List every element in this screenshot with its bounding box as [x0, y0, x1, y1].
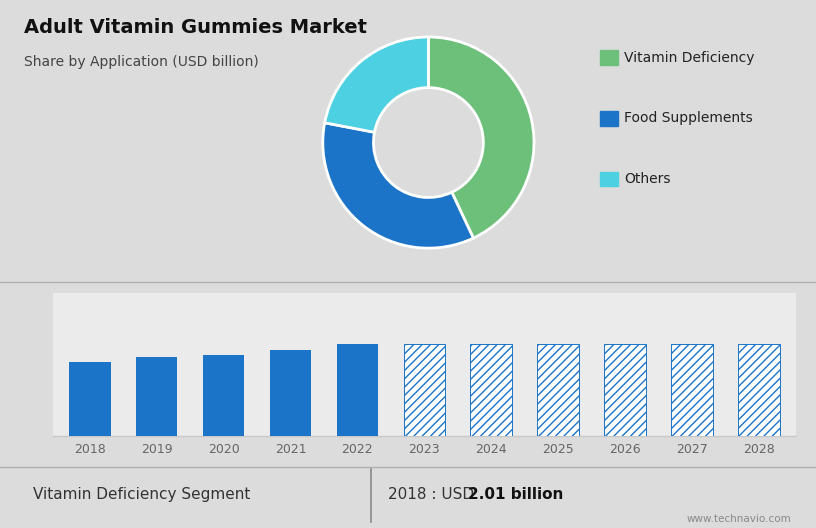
Bar: [738, 344, 779, 436]
Text: Others: Others: [624, 172, 671, 186]
Text: 2.01 billion: 2.01 billion: [468, 487, 563, 502]
Text: Vitamin Deficiency Segment: Vitamin Deficiency Segment: [33, 487, 250, 502]
Bar: [337, 344, 378, 436]
Bar: [136, 357, 177, 436]
Bar: [270, 350, 311, 436]
Bar: [538, 344, 579, 436]
Bar: [69, 362, 111, 436]
Wedge shape: [428, 37, 534, 238]
Text: Food Supplements: Food Supplements: [624, 111, 753, 125]
Text: www.technavio.com: www.technavio.com: [687, 514, 792, 524]
Text: Share by Application (USD billion): Share by Application (USD billion): [24, 55, 259, 70]
Bar: [471, 344, 512, 436]
Text: Vitamin Deficiency: Vitamin Deficiency: [624, 51, 755, 64]
Text: Adult Vitamin Gummies Market: Adult Vitamin Gummies Market: [24, 18, 367, 37]
Bar: [203, 355, 244, 436]
Text: 2018 : USD: 2018 : USD: [388, 487, 479, 502]
Bar: [605, 344, 645, 436]
Bar: [404, 344, 445, 436]
Wedge shape: [325, 37, 428, 133]
Bar: [672, 344, 712, 436]
Wedge shape: [323, 123, 473, 248]
